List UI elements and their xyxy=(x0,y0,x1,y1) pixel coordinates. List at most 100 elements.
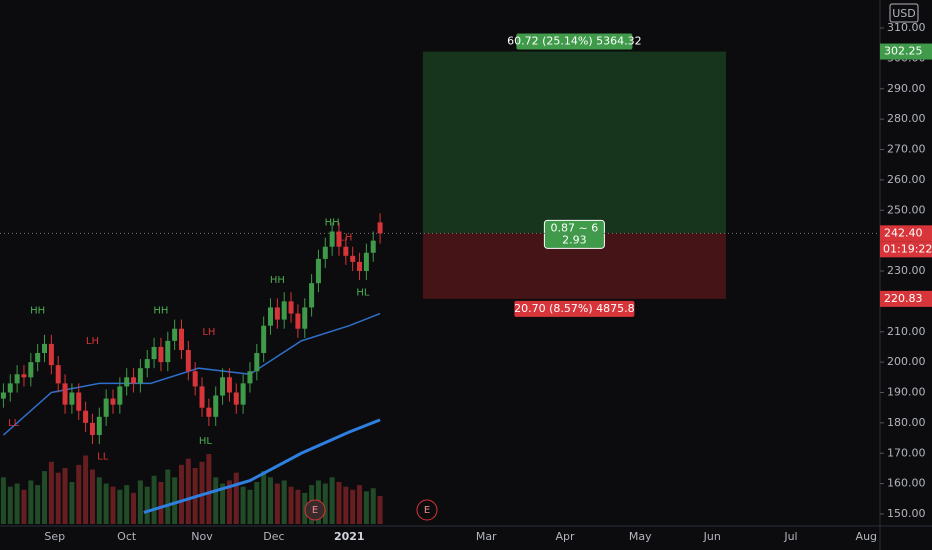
x-tick-label: 2021 xyxy=(334,530,365,543)
candle-body xyxy=(192,371,198,387)
volume-bar xyxy=(185,458,191,524)
volume-bar xyxy=(233,472,239,524)
y-tick-label: 150.00 xyxy=(887,507,926,520)
profit-zone xyxy=(422,51,726,234)
price-tag xyxy=(880,225,932,242)
candle-body xyxy=(268,307,274,326)
candle-body xyxy=(14,374,20,384)
candle-body xyxy=(370,240,376,253)
candle-body xyxy=(336,231,342,247)
price-tag xyxy=(880,290,932,307)
currency: USD xyxy=(892,7,916,20)
candle-body xyxy=(69,392,75,405)
candle-body xyxy=(350,255,356,262)
price-tag-label: 242.40 xyxy=(884,226,923,239)
volume-bar xyxy=(42,471,48,524)
ratio-label: 0.87 ~ 6 xyxy=(551,221,599,234)
volume-bar xyxy=(281,480,287,524)
candle-body xyxy=(42,343,48,354)
pivot-label: LL xyxy=(97,451,109,462)
pivot-label: HL xyxy=(199,436,213,447)
stop-label: 20.70 (8.57%) 4875.8 xyxy=(514,302,635,315)
y-tick-label: 260.00 xyxy=(887,173,926,186)
volume-bar xyxy=(350,489,356,524)
volume-bar xyxy=(0,477,6,524)
earnings-marker xyxy=(304,499,326,521)
x-tick-label: Mar xyxy=(476,530,497,543)
candle-body xyxy=(240,383,246,405)
x-tick-label: Jun xyxy=(703,530,721,543)
earnings-label: E xyxy=(424,505,430,516)
volume-bar xyxy=(131,492,137,524)
candle-body xyxy=(274,307,280,320)
stop-label-box xyxy=(514,300,635,317)
y-tick-label: 270.00 xyxy=(887,143,926,156)
candle-body xyxy=(377,222,383,234)
target-label-box xyxy=(516,33,633,50)
x-tick-label: Nov xyxy=(191,530,213,543)
x-tick-label: Sep xyxy=(44,530,65,543)
volume-bar xyxy=(377,496,383,524)
candle-body xyxy=(233,392,239,405)
volume-bar xyxy=(76,464,82,524)
pivot-label: LH xyxy=(202,327,215,338)
volume-bar xyxy=(144,486,150,524)
candle-body xyxy=(206,407,212,417)
candle-body xyxy=(158,346,164,363)
y-tick-label: 160.00 xyxy=(887,477,926,490)
x-tick-label: Oct xyxy=(117,530,137,543)
candle-body xyxy=(48,343,54,366)
volume-bar xyxy=(178,464,184,524)
candle-body xyxy=(309,283,315,308)
volume-bar xyxy=(240,486,246,524)
y-tick-label: 190.00 xyxy=(887,386,926,399)
pivot-label: LL xyxy=(8,418,20,429)
volume-bar xyxy=(62,468,68,524)
countdown: 01:19:22 xyxy=(883,242,932,255)
pivot-label: HH xyxy=(270,275,285,286)
candle-body xyxy=(117,386,123,405)
currency-box[interactable] xyxy=(889,3,919,23)
volume-bar xyxy=(288,486,294,524)
x-tick-label: Dec xyxy=(263,530,284,543)
candle-body xyxy=(343,246,349,256)
candle-body xyxy=(62,383,68,405)
earnings-marker xyxy=(416,499,438,521)
volume-bar xyxy=(96,477,102,524)
candle-body xyxy=(199,386,205,408)
pivot-label: LH xyxy=(339,233,352,244)
y-tick-label: 250.00 xyxy=(887,203,926,216)
volume-bar xyxy=(254,482,260,524)
volume-bar xyxy=(69,482,75,524)
volume-bar xyxy=(213,477,219,524)
candle-body xyxy=(131,377,137,384)
candle-body xyxy=(329,231,335,247)
candle-body xyxy=(178,328,184,350)
candle-body xyxy=(247,371,253,384)
y-tick-label: 230.00 xyxy=(887,264,926,277)
volume-bar xyxy=(151,475,157,524)
candle-body xyxy=(254,353,260,372)
candle-body xyxy=(89,422,95,436)
y-tick-label: 290.00 xyxy=(887,82,926,95)
y-tick-label: 200.00 xyxy=(887,355,926,368)
volume-bar xyxy=(336,482,342,524)
volume-bar xyxy=(35,485,41,524)
candle-body xyxy=(261,325,267,354)
candle-body xyxy=(220,377,226,396)
candle-body xyxy=(96,416,102,436)
candle-body xyxy=(137,368,143,384)
candle-body xyxy=(83,410,89,423)
volume-bar xyxy=(117,489,123,524)
pivot-label: HH xyxy=(30,305,45,316)
x-tick-label: Jul xyxy=(783,530,797,543)
pivot-label: HH xyxy=(325,217,340,228)
volume-bar xyxy=(137,480,143,524)
candle-body xyxy=(55,365,61,384)
volume-bar xyxy=(343,486,349,524)
ratio-label: 2.93 xyxy=(562,233,587,246)
volume-bar xyxy=(199,461,205,524)
candle-body xyxy=(363,252,369,271)
volume-bar xyxy=(363,491,369,524)
candle-body xyxy=(151,346,157,360)
